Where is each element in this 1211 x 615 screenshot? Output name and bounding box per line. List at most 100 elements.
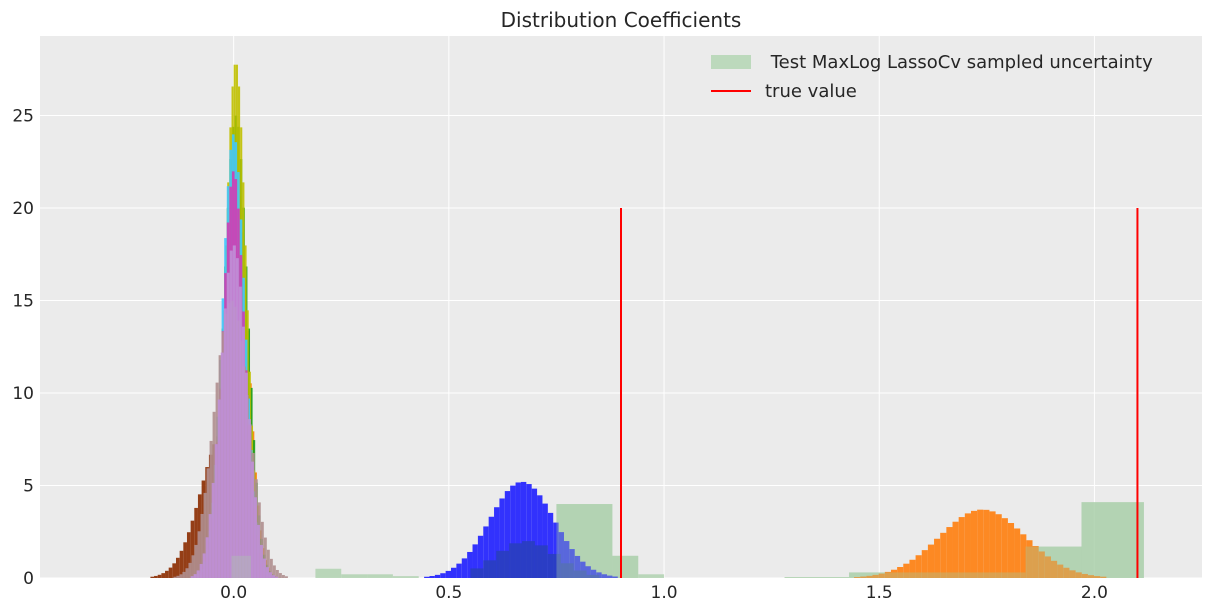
histogram-bar <box>574 555 581 578</box>
histogram-bar <box>1063 567 1070 578</box>
histogram-bar <box>424 576 430 578</box>
histogram-bar <box>203 492 207 578</box>
histogram-bar <box>281 575 285 578</box>
histogram-bar <box>510 485 516 578</box>
histogram-bar <box>1075 572 1082 578</box>
histogram-bar <box>150 576 155 578</box>
histogram-bar <box>214 444 218 578</box>
histogram-bar <box>585 566 591 578</box>
histogram-bar <box>1044 556 1051 578</box>
histogram-bar <box>1057 564 1064 578</box>
histogram-bar <box>958 517 965 578</box>
sampled-uncertainty-bar <box>612 555 639 578</box>
histogram-bar <box>537 495 543 578</box>
histogram-bar <box>200 513 204 578</box>
chart-title: Distribution Coefficients <box>501 8 742 32</box>
histogram-bar <box>272 565 276 578</box>
histogram-bar <box>206 468 210 578</box>
histogram-bar <box>274 576 278 578</box>
histogram-bar <box>866 575 873 578</box>
histogram-bar <box>157 574 162 578</box>
x-tick-label: 0.0 <box>220 583 247 603</box>
histogram-bar <box>190 576 194 578</box>
histogram-bar <box>897 567 904 578</box>
sampled-uncertainty-overlay <box>231 502 1144 578</box>
posterior-series <box>190 245 278 579</box>
histogram-bar <box>534 545 548 578</box>
histogram-bar <box>275 569 279 578</box>
histogram-bar <box>271 575 275 578</box>
sampled-uncertainty-bar <box>231 555 251 578</box>
histogram-bar <box>265 567 269 578</box>
posterior-histograms <box>150 64 1144 579</box>
histogram-bar <box>217 399 221 578</box>
sampled-uncertainty-bar <box>849 572 1026 578</box>
sampled-uncertainty-bar <box>341 574 368 578</box>
histogram-bar <box>268 572 272 578</box>
histogram-bar <box>173 576 177 578</box>
histogram-bar <box>440 573 446 578</box>
histogram-bar <box>284 576 288 578</box>
histogram-bar <box>161 573 166 578</box>
histogram-bar <box>1026 540 1033 578</box>
histogram-bar <box>1087 575 1095 578</box>
histogram-bar <box>235 258 239 578</box>
histogram-bar <box>190 520 195 578</box>
histogram-bar <box>946 527 953 578</box>
sampled-uncertainty-bar <box>784 577 850 578</box>
histogram-bar <box>499 498 505 578</box>
histogram-bar <box>262 558 266 578</box>
histogram-bar <box>188 562 192 578</box>
y-tick-label: 10 <box>12 384 34 404</box>
sampled-uncertainty-bar <box>392 576 419 578</box>
histogram-bar <box>194 507 198 578</box>
posterior-series <box>854 509 1107 578</box>
histogram-bar <box>940 532 947 578</box>
histogram-bar <box>461 558 468 578</box>
histogram-bar <box>250 461 254 578</box>
histogram-bar <box>182 571 186 578</box>
histogram-bar <box>175 557 180 578</box>
histogram-bar <box>278 573 282 578</box>
histogram-bar <box>477 535 484 578</box>
histogram-bar <box>934 538 941 578</box>
histogram-bar <box>168 567 173 578</box>
histogram-bar <box>154 575 158 578</box>
histogram-bar <box>193 574 197 578</box>
y-tick-label: 5 <box>23 477 34 497</box>
histogram-bar <box>1069 570 1076 578</box>
histogram-bar <box>964 513 971 578</box>
sampled-uncertainty-bar <box>556 504 613 578</box>
x-tick-label: 0.5 <box>435 583 462 603</box>
sampled-uncertainty-bar <box>612 555 639 578</box>
histogram-bar <box>977 509 984 578</box>
histogram-bar <box>229 250 233 578</box>
histogram-bar <box>456 563 462 578</box>
histogram-bar <box>884 571 891 578</box>
y-tick-label: 20 <box>12 199 34 219</box>
true-value-lines <box>620 208 1139 578</box>
legend-label-true-value: true value <box>765 81 857 102</box>
histogram-bar <box>872 574 879 578</box>
legend-label-sampled: Test MaxLog LassoCv sampled uncertainty <box>765 52 1153 73</box>
histogram-bar <box>952 521 959 578</box>
histogram-bar <box>995 514 1002 578</box>
y-tick-label: 0 <box>23 569 34 589</box>
histogram-bar <box>890 569 898 578</box>
histogram-bar <box>970 510 978 578</box>
histogram-bar <box>927 544 935 578</box>
histogram-bar <box>429 576 435 578</box>
sampled-uncertainty-bar <box>638 574 665 578</box>
sampled-uncertainty-bar <box>1081 502 1144 578</box>
histogram-bar <box>515 482 521 578</box>
histogram-bar <box>263 537 267 578</box>
histogram-bar <box>238 286 242 578</box>
histogram-bar <box>547 512 554 578</box>
histogram-bar <box>483 560 497 578</box>
histogram-bar <box>185 568 189 578</box>
histogram-bar <box>560 563 574 578</box>
histogram-bar <box>563 541 570 578</box>
histogram-bar <box>199 563 203 578</box>
histogram-bar <box>208 514 212 578</box>
